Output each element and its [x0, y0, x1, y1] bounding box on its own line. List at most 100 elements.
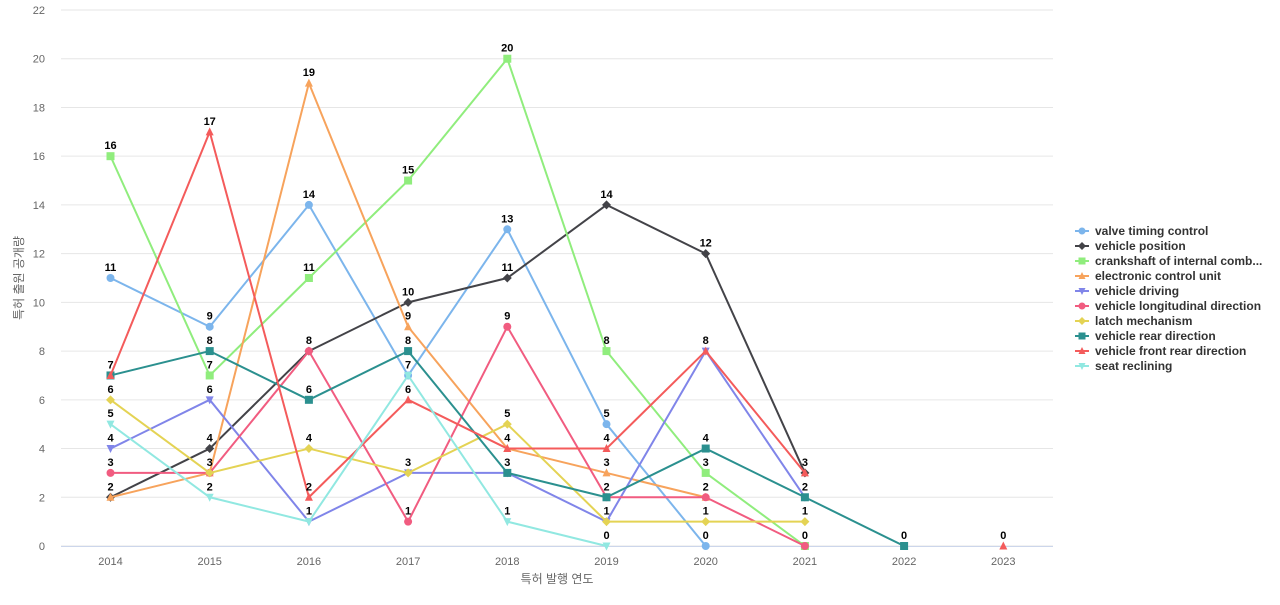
- series-line: [110, 203, 806, 499]
- legend-item: vehicle position: [1075, 239, 1186, 253]
- series-group: [106, 127, 1008, 550]
- y-tick-label: 18: [33, 102, 45, 114]
- data-point: [800, 517, 810, 527]
- legend-marker: [1078, 242, 1086, 250]
- data-point: [106, 395, 115, 405]
- legend-label: electronic control unit: [1095, 269, 1221, 283]
- data-point: [404, 371, 413, 380]
- data-point: [205, 347, 214, 356]
- data-label: 4: [207, 433, 214, 445]
- data-point: [602, 542, 611, 551]
- data-label: 13: [501, 213, 513, 225]
- data-label: 9: [405, 311, 411, 323]
- data-point: [205, 396, 214, 405]
- data-label: 5: [107, 408, 113, 420]
- legend-item: vehicle rear direction: [1075, 329, 1216, 343]
- data-label: 1: [504, 506, 510, 518]
- data-label: 0: [603, 530, 609, 542]
- data-point: [106, 445, 115, 454]
- data-point: [106, 420, 115, 429]
- data-point: [404, 517, 413, 526]
- x-tick-label: 2018: [495, 556, 519, 568]
- data-point: [404, 347, 413, 356]
- y-tick-label: 2: [39, 492, 45, 504]
- data-label: 2: [603, 481, 609, 493]
- data-label: 3: [603, 457, 609, 469]
- legend-marker: [1078, 227, 1086, 235]
- data-point: [800, 468, 809, 477]
- data-point: [304, 274, 313, 282]
- data-label: 1: [405, 506, 411, 518]
- data-label: 3: [207, 457, 213, 469]
- data-point: [106, 274, 115, 282]
- data-point: [999, 541, 1008, 550]
- legend-label: vehicle driving: [1095, 284, 1179, 298]
- x-tick-label: 2014: [98, 556, 122, 568]
- data-point: [900, 542, 909, 550]
- series-group: [106, 371, 611, 551]
- y-tick-label: 0: [39, 541, 45, 553]
- data-label: 9: [207, 311, 213, 323]
- data-point: [205, 371, 214, 380]
- data-point: [800, 493, 809, 502]
- y-tick-label: 14: [33, 200, 45, 212]
- data-label: 1: [703, 506, 709, 518]
- legend-marker: [1078, 363, 1086, 370]
- data-label: 4: [504, 433, 511, 445]
- y-tick-label: 4: [39, 444, 45, 456]
- legend-label: vehicle longitudinal direction: [1095, 299, 1261, 313]
- data-label: 8: [703, 335, 709, 347]
- data-label: 2: [207, 481, 213, 493]
- data-point: [404, 322, 413, 331]
- data-label: 0: [1000, 530, 1006, 542]
- legend-marker: [1078, 288, 1086, 295]
- data-label: 3: [405, 457, 411, 469]
- data-label: 15: [402, 165, 414, 177]
- x-tick-label: 2020: [693, 556, 717, 568]
- data-point: [304, 200, 313, 209]
- data-point: [602, 493, 611, 502]
- data-point: [106, 468, 115, 477]
- data-label: 8: [306, 335, 312, 347]
- data-label: 3: [107, 457, 113, 469]
- x-tick-label: 2022: [892, 556, 916, 568]
- legend-item: crankshaft of internal comb...: [1075, 254, 1262, 268]
- data-label: 8: [207, 335, 213, 347]
- data-label: 3: [802, 457, 808, 469]
- legend-marker: [1078, 332, 1086, 340]
- data-point: [602, 468, 611, 477]
- legend-marker: [1078, 302, 1086, 310]
- data-label: 2: [306, 481, 312, 493]
- legend-label: vehicle position: [1095, 239, 1186, 253]
- data-point: [404, 176, 413, 185]
- data-label: 6: [207, 384, 213, 396]
- x-tick-label: 2016: [297, 556, 321, 568]
- legend-label: seat reclining: [1095, 359, 1172, 373]
- data-point: [701, 542, 710, 550]
- data-label: 5: [603, 408, 609, 420]
- y-axis-title: 특허 출원 공개량: [12, 236, 26, 320]
- data-point: [106, 152, 115, 161]
- series-line: [109, 374, 607, 547]
- data-point: [701, 249, 711, 259]
- series-line: [109, 399, 805, 523]
- data-point: [304, 395, 313, 404]
- data-point: [106, 492, 115, 501]
- series-line: [110, 350, 806, 523]
- data-point: [205, 322, 214, 331]
- data-point: [205, 493, 214, 502]
- data-label: 1: [802, 506, 808, 518]
- data-label: 4: [703, 433, 710, 445]
- data-label: 17: [204, 116, 216, 128]
- data-label-layer: 1611765432179876432191411864211510987631…: [104, 43, 1006, 542]
- data-label: 0: [703, 530, 709, 542]
- data-point: [800, 542, 809, 550]
- data-label: 14: [303, 189, 316, 201]
- data-label: 3: [703, 457, 709, 469]
- legend-item: vehicle front rear direction: [1075, 344, 1246, 358]
- data-label: 2: [703, 481, 709, 493]
- legend-item: valve timing control: [1075, 224, 1208, 238]
- data-label: 5: [504, 408, 510, 420]
- data-point: [602, 200, 611, 210]
